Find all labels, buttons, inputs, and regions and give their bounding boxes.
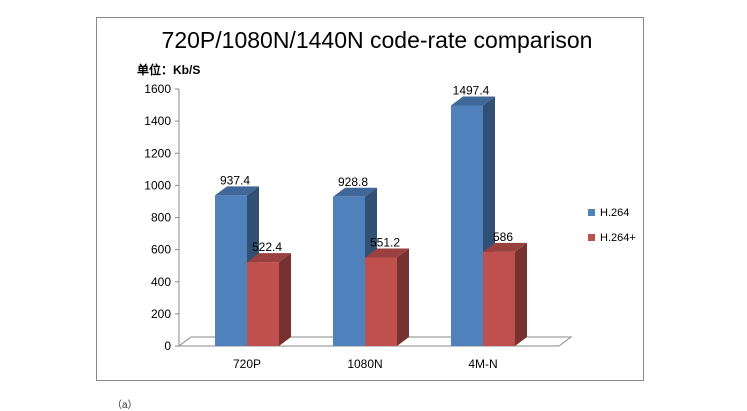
legend-swatch [588, 209, 595, 216]
unit-label: 单位：Kb/S [137, 62, 200, 77]
data-label: 586 [493, 230, 513, 244]
bar-top-face [365, 248, 409, 258]
plot-area: 0 200 400 600 800 1000 1200 1400 1600 937.4 522.4 7… [144, 82, 573, 371]
bar-h-264-1080n [333, 196, 365, 346]
data-label: 522.4 [252, 240, 282, 254]
bar-top-face [215, 186, 259, 196]
y-tick-label: 600 [151, 243, 171, 257]
bar-top-face [483, 242, 527, 252]
y-tick-label: 1200 [144, 146, 171, 160]
bar-side-face [279, 253, 291, 346]
bar-h-264--1080n [365, 257, 397, 346]
legend-swatch [588, 234, 595, 241]
bar-h-264-720p [215, 195, 247, 346]
bar-top-face [333, 187, 377, 197]
data-label: 551.2 [370, 235, 400, 249]
x-tick-label: 720P [233, 357, 261, 371]
chart-title: 720P/1080N/1440N code-rate comparison [162, 27, 593, 53]
x-tick-label: 1080N [347, 357, 382, 371]
legend-label: H.264+ [600, 232, 636, 244]
y-tick-label: 0 [164, 339, 171, 353]
y-tick-label: 1600 [144, 82, 171, 96]
bar-h-264--4m-n [483, 251, 515, 346]
legend: H.264 H.264+ [588, 207, 636, 244]
bar-side-face [515, 242, 527, 346]
y-tick-label: 400 [151, 275, 171, 289]
bar-h-264-4m-n [451, 105, 483, 346]
bar-chart: 720P/1080N/1440N code-rate comparison 单位… [137, 27, 636, 371]
bar-top-face [247, 253, 291, 263]
y-tick-label: 200 [151, 307, 171, 321]
x-tick-label: 4M-N [468, 357, 497, 371]
y-tick-label: 800 [151, 211, 171, 225]
bar-h-264--720p [247, 262, 279, 346]
legend-label: H.264 [600, 207, 629, 219]
chart-frame: 720P/1080N/1440N code-rate comparison 单位… [96, 17, 644, 381]
y-tick-label: 1400 [144, 114, 171, 128]
bar-top-face [451, 96, 495, 106]
bar-side-face [397, 248, 409, 346]
data-label: 937.4 [220, 173, 250, 187]
data-label: 1497.4 [453, 83, 490, 97]
data-label: 928.8 [338, 175, 368, 189]
y-tick-label: 1000 [144, 178, 171, 192]
